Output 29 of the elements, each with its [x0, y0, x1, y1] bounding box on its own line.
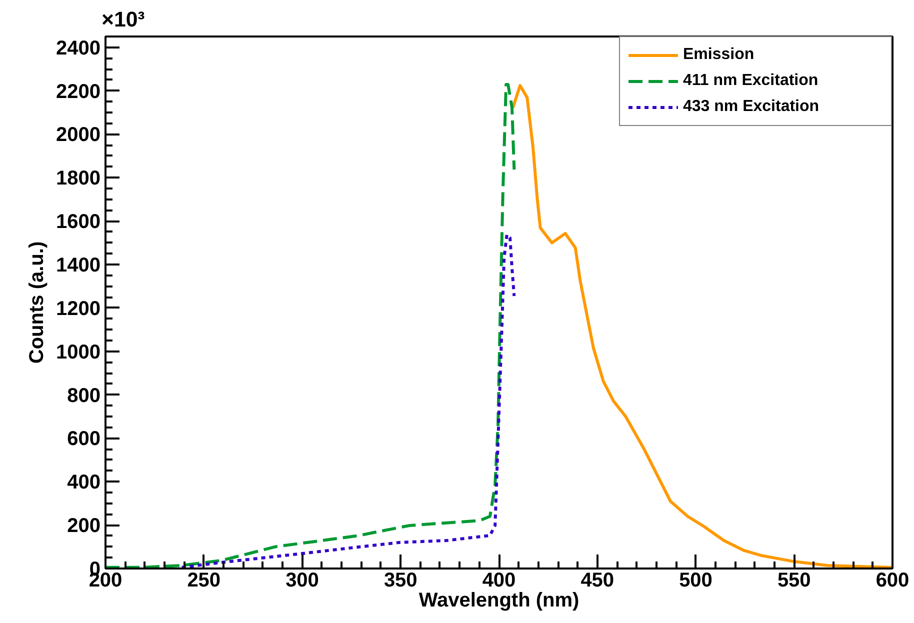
y-tick-label: 600: [67, 428, 101, 450]
x-tick-label: 500: [679, 570, 712, 592]
x-tick-label: 300: [286, 570, 319, 592]
y-tick-label: 1800: [56, 168, 101, 190]
y-tick-label: 200: [67, 515, 101, 538]
y-tick-label: 1200: [56, 298, 101, 320]
line-series: [106, 82, 516, 568]
x-tick-label: 450: [580, 570, 614, 592]
y-tick-label: 1600: [56, 211, 101, 234]
x-tick-label: 400: [482, 570, 516, 592]
legend-label: 411 nm Excitation: [683, 72, 820, 90]
text: ×10³: [102, 8, 145, 32]
y-tick-label: 2200: [56, 80, 101, 103]
line-series: [180, 233, 516, 568]
y-tick-label: 2000: [56, 124, 101, 146]
y-tick-label: 400: [67, 472, 101, 494]
legend-label: 433 nm Excitation: [683, 98, 820, 116]
y-tick-label: 800: [67, 384, 101, 407]
y-tick-label: 1000: [56, 341, 101, 364]
legend-label: Emission: [683, 46, 756, 64]
y-axis-title: Counts (a.u.): [26, 241, 48, 364]
y-tick-label: 2400: [56, 37, 101, 60]
x-axis-title: Wavelength (nm): [418, 590, 580, 612]
line-series: [511, 84, 892, 568]
x-tick-label: 350: [384, 570, 418, 592]
x-tick-label: 600: [876, 570, 910, 592]
y-tick-label: 1400: [56, 254, 101, 276]
x-tick-label: 250: [187, 570, 221, 592]
x-tick-label: 550: [777, 570, 811, 592]
